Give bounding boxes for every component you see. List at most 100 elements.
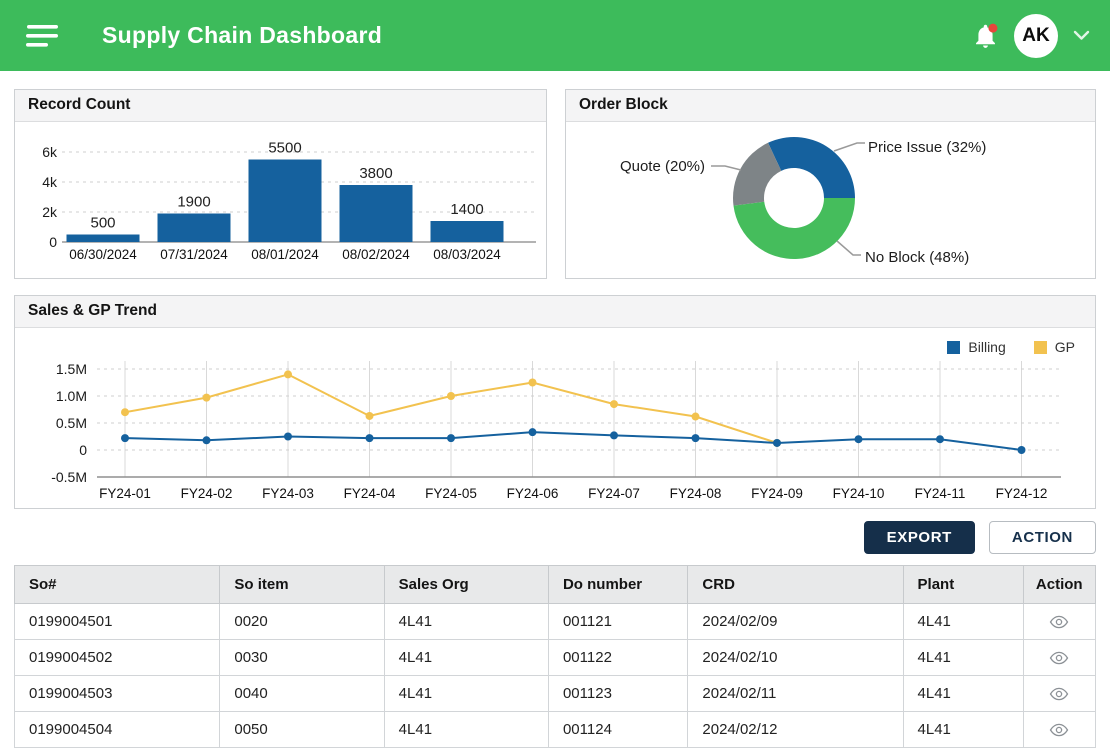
table-row: 0199004503 0040 4L41 001123 2024/02/11 4L41	[13, 675, 1096, 712]
gp-legend-swatch	[1033, 340, 1047, 354]
view-row-button[interactable]	[1045, 721, 1073, 739]
table-cell: 0050	[219, 711, 385, 748]
svg-text:06/30/2024: 06/30/2024	[69, 247, 137, 262]
bar	[248, 159, 322, 242]
eye-icon	[1049, 687, 1069, 700]
table-cell: 001121	[547, 603, 689, 640]
table-cell: 001124	[547, 711, 689, 748]
billing-point	[610, 431, 618, 440]
svg-text:3800: 3800	[359, 165, 392, 182]
svg-text:5500: 5500	[268, 140, 301, 157]
table-cell: 4L41	[902, 675, 1024, 712]
table-cell: 4L41	[383, 603, 549, 640]
column-header-action: Action	[1022, 565, 1096, 604]
billing-line	[124, 431, 1022, 451]
legend-item-gp: GP	[1033, 339, 1075, 355]
gp-point	[610, 400, 618, 409]
billing-point	[691, 434, 700, 443]
table-actions-row: EXPORT ACTION	[14, 521, 1096, 554]
eye-icon	[1049, 723, 1069, 736]
action-button[interactable]: ACTION	[988, 521, 1096, 554]
svg-text:500: 500	[90, 215, 115, 232]
svg-text:FY24-04: FY24-04	[344, 486, 396, 501]
svg-text:0: 0	[49, 234, 57, 250]
table-cell: 4L41	[383, 675, 549, 712]
table-row: 0199004502 0030 4L41 001122 2024/02/10 4L41	[13, 639, 1096, 676]
eye-icon	[1049, 615, 1069, 628]
column-header-so: So#	[13, 565, 221, 604]
svg-text:No Block (48%): No Block (48%)	[865, 249, 969, 266]
bar	[157, 213, 231, 242]
view-row-button[interactable]	[1045, 649, 1073, 667]
svg-text:FY24-02: FY24-02	[181, 486, 233, 501]
svg-text:FY24-03: FY24-03	[262, 486, 314, 501]
orders-table: So# So item Sales Org Do number CRD Plant Acti…	[13, 565, 1096, 748]
svg-text:Quote (20%): Quote (20%)	[620, 158, 705, 175]
table-cell: 2024/02/11	[687, 675, 904, 712]
billing-point	[1017, 446, 1026, 454]
billing-point	[936, 435, 944, 444]
table-cell: 4L41	[902, 603, 1024, 640]
column-header-do-number: Do number	[547, 565, 689, 604]
billing-point	[447, 434, 455, 443]
svg-text:08/01/2024: 08/01/2024	[251, 247, 319, 262]
svg-text:2k: 2k	[42, 204, 58, 220]
table-cell: 2024/02/09	[687, 603, 904, 640]
table-row: 0199004501 0020 4L41 001121 2024/02/09 4L41	[13, 603, 1096, 640]
table-cell: 001123	[547, 675, 689, 712]
bar	[66, 234, 140, 242]
donut-slice	[733, 142, 782, 206]
svg-text:FY24-11: FY24-11	[915, 486, 966, 501]
app-header: Supply Chain Dashboard AK	[0, 0, 1110, 71]
svg-text:1900: 1900	[177, 194, 210, 211]
notification-badge	[988, 23, 998, 33]
line-chart-svg: -0.5M 0 0.5M 1.0M 1.5M FY24-01 FY24-02 FY24-03 F…	[51, 361, 1061, 501]
sales-gp-line-chart: Billing GP -0.5M 0 0.5M 1.0M 1.5M FY24-01 FY24…	[15, 328, 1095, 508]
bell-icon	[976, 23, 998, 48]
table-cell-action	[1022, 675, 1096, 712]
svg-text:08/03/2024: 08/03/2024	[433, 247, 501, 262]
table-cell: 0030	[219, 639, 385, 676]
menu-button[interactable]	[22, 18, 64, 54]
gp-point	[691, 412, 700, 421]
column-header-crd: CRD	[687, 565, 904, 604]
export-button[interactable]: EXPORT	[863, 521, 975, 554]
billing-legend-swatch	[947, 340, 961, 354]
billing-point	[365, 434, 374, 443]
svg-text:0.5M: 0.5M	[56, 415, 87, 431]
view-row-button[interactable]	[1045, 613, 1073, 631]
svg-text:1400: 1400	[450, 201, 483, 218]
dashboard-content: Record Count 0 2k 4k 6k 500 06/30/2024 1900 07/…	[0, 71, 1110, 748]
order-block-panel: Order Block Price Issue (32%) No Block (4…	[565, 89, 1096, 279]
table-cell: 0020	[219, 603, 385, 640]
table-row: 0199004504 0050 4L41 001124 2024/02/12 4L41	[13, 711, 1096, 748]
svg-text:FY24-06: FY24-06	[507, 486, 559, 501]
notifications-button[interactable]	[972, 22, 999, 50]
table-cell: 0199004503	[13, 675, 221, 712]
view-row-button[interactable]	[1045, 685, 1073, 703]
billing-point	[202, 436, 211, 445]
svg-text:FY24-10: FY24-10	[833, 486, 885, 501]
table-cell-action	[1022, 639, 1096, 676]
svg-text:FY24-01: FY24-01	[99, 486, 151, 501]
bar	[339, 185, 413, 242]
avatar[interactable]: AK	[1014, 13, 1058, 58]
billing-legend-label: Billing	[968, 339, 1006, 355]
svg-text:1.0M: 1.0M	[56, 388, 87, 404]
svg-text:0: 0	[79, 442, 87, 458]
record-count-bar-chart: 0 2k 4k 6k 500 06/30/2024 1900 07/31/2024 5500 08…	[15, 122, 546, 278]
table-cell: 0040	[219, 675, 385, 712]
svg-text:FY24-12: FY24-12	[996, 486, 1048, 501]
account-menu-button[interactable]	[1073, 30, 1090, 41]
chevron-down-icon	[1073, 30, 1090, 40]
table-cell: 4L41	[383, 711, 549, 748]
table-cell: 4L41	[383, 639, 549, 676]
column-header-sales-org: Sales Org	[383, 565, 549, 604]
gp-point	[528, 378, 537, 387]
gp-point	[202, 393, 211, 402]
donut-chart-svg: Price Issue (32%) No Block (48%) Quote (20…	[620, 137, 986, 266]
table-cell: 001122	[547, 639, 689, 676]
billing-point	[773, 438, 781, 447]
bar-chart-svg: 0 2k 4k 6k 500 06/30/2024 1900 07/31/2024 5500 08…	[42, 140, 536, 262]
billing-point	[854, 435, 863, 444]
